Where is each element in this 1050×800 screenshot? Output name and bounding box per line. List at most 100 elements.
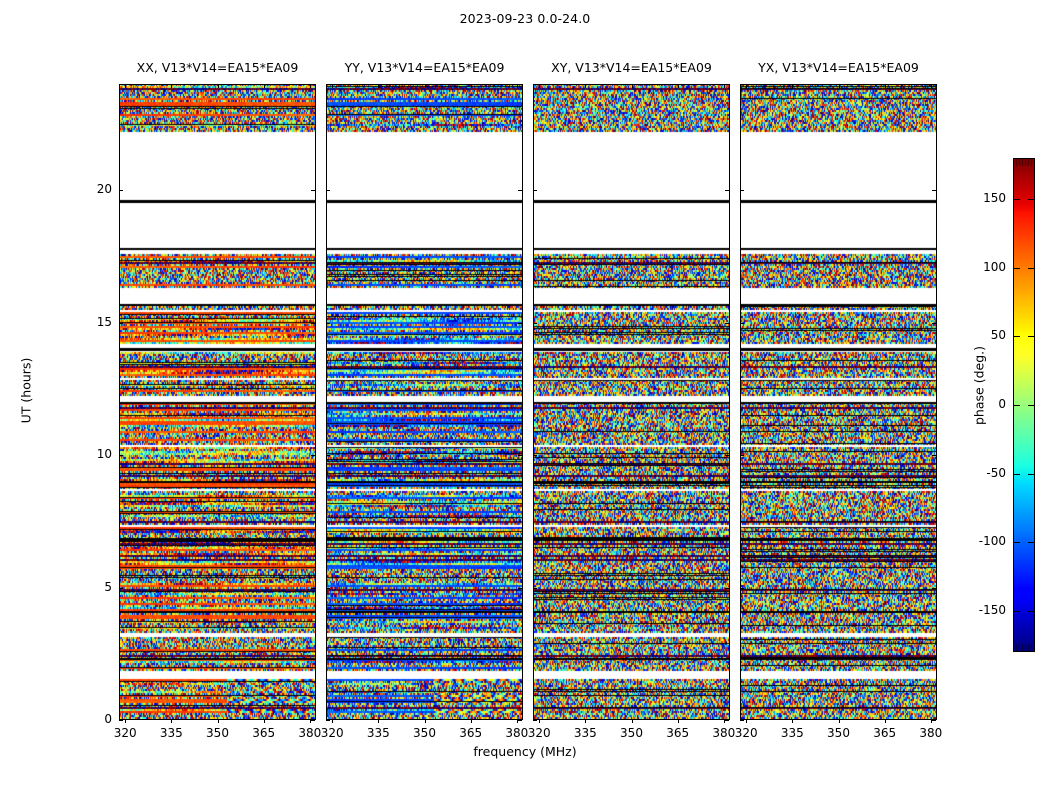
colorbar-tick-mark <box>1013 542 1020 544</box>
colorbar-tick-mark <box>1013 405 1020 406</box>
x-tick-mark <box>516 719 518 723</box>
x-tick-label: 380 <box>919 726 943 740</box>
x-tick-mark <box>792 719 794 723</box>
y-tick-mark <box>311 720 315 721</box>
x-tick-label: 380 <box>505 726 529 740</box>
x-tick-mark <box>217 719 219 723</box>
x-tick-label: 380 <box>712 726 736 740</box>
colorbar-tick-label: -150 <box>978 602 1006 617</box>
panel-yy[interactable] <box>326 84 523 720</box>
y-tick-mark <box>518 720 522 721</box>
x-tick-mark <box>171 84 173 88</box>
x-tick-mark <box>884 719 886 723</box>
x-tick-label: 365 <box>873 726 897 740</box>
x-tick-mark <box>125 84 127 88</box>
y-tick-mark <box>326 190 330 191</box>
panel-xy[interactable] <box>533 84 730 720</box>
y-axis-label: UT (hours) <box>18 357 34 424</box>
y-tick-mark <box>311 190 315 191</box>
x-tick-mark <box>792 84 794 88</box>
colorbar-tick-label: 100 <box>983 259 1006 274</box>
x-tick-mark <box>746 719 748 723</box>
x-tick-label: 320 <box>113 726 137 740</box>
x-tick-label: 365 <box>666 726 690 740</box>
y-tick-mark <box>311 322 315 324</box>
y-tick-mark <box>740 322 744 324</box>
x-tick-mark <box>424 84 426 88</box>
panel-title-yy: YY, V13*V14=EA15*EA09 <box>344 60 505 75</box>
x-tick-label: 350 <box>620 726 643 740</box>
x-tick-label: 335 <box>159 726 183 740</box>
x-tick-mark <box>539 84 541 88</box>
x-tick-label: 350 <box>206 726 229 740</box>
y-tick-mark <box>119 587 123 589</box>
y-tick-label: 0 <box>104 712 112 726</box>
x-tick-mark <box>378 719 380 723</box>
colorbar-tick-label: 0 <box>998 397 1006 411</box>
x-tick-mark <box>930 719 932 723</box>
x-tick-mark <box>217 84 219 88</box>
y-tick-mark <box>932 322 936 324</box>
y-tick-mark <box>311 587 315 589</box>
x-tick-label: 365 <box>459 726 483 740</box>
colorbar-tick-mark <box>1013 199 1020 201</box>
panel-yx[interactable] <box>740 84 937 720</box>
y-tick-mark <box>119 455 123 456</box>
panel-title-xy: XY, V13*V14=EA15*EA09 <box>551 60 712 75</box>
x-tick-mark <box>171 719 173 723</box>
colorbar-tick-label: 50 <box>990 328 1006 343</box>
x-tick-mark <box>746 84 748 88</box>
x-tick-label: 320 <box>734 726 758 740</box>
y-tick-mark <box>533 190 537 191</box>
y-tick-mark <box>725 190 729 191</box>
y-tick-mark <box>326 587 330 589</box>
colorbar-tick-mark <box>1028 405 1035 406</box>
y-tick-mark <box>311 455 315 456</box>
y-tick-mark <box>518 190 522 191</box>
x-tick-mark <box>930 84 932 88</box>
colorbar-tick-label: 150 <box>983 191 1006 206</box>
colorbar-tick-mark <box>1013 473 1020 475</box>
x-tick-mark <box>378 84 380 88</box>
y-tick-mark <box>740 455 744 456</box>
colorbar-tick-mark <box>1028 267 1035 269</box>
y-tick-mark <box>518 455 522 456</box>
y-tick-label: 5 <box>104 579 112 594</box>
colorbar-tick-mark <box>1028 473 1035 475</box>
x-tick-mark <box>332 84 334 88</box>
x-tick-label: 335 <box>366 726 390 740</box>
x-tick-mark <box>309 84 311 88</box>
panel-title-xx: XX, V13*V14=EA15*EA09 <box>136 60 299 75</box>
x-tick-mark <box>263 719 265 723</box>
colorbar-tick-label: -100 <box>978 534 1006 549</box>
colorbar-label: phase (deg.) <box>971 346 987 425</box>
x-tick-label: 335 <box>780 726 804 740</box>
x-tick-mark <box>332 719 334 723</box>
x-tick-mark <box>516 84 518 88</box>
x-tick-mark <box>585 84 587 88</box>
x-tick-label: 335 <box>573 726 597 740</box>
x-tick-mark <box>470 84 472 88</box>
panel-xx[interactable] <box>119 84 316 720</box>
colorbar-tick-label: -50 <box>986 465 1006 480</box>
panel-title-yx: YX, V13*V14=EA15*EA09 <box>758 60 919 75</box>
x-tick-label: 320 <box>320 726 344 740</box>
colorbar-tick-mark <box>1028 542 1035 544</box>
y-tick-mark <box>740 720 744 721</box>
y-tick-mark <box>725 322 729 324</box>
y-tick-mark <box>326 455 330 456</box>
colorbar-tick-mark <box>1013 336 1020 338</box>
y-tick-mark <box>326 720 330 721</box>
x-tick-mark <box>723 84 725 88</box>
y-tick-mark <box>533 720 537 721</box>
x-tick-mark <box>884 84 886 88</box>
x-tick-label: 365 <box>252 726 276 740</box>
y-tick-mark <box>932 455 936 456</box>
x-axis-label: frequency (MHz) <box>473 744 577 759</box>
y-tick-mark <box>518 587 522 589</box>
y-tick-mark <box>119 720 123 721</box>
x-tick-mark <box>585 719 587 723</box>
x-tick-mark <box>539 719 541 723</box>
y-tick-label: 15 <box>96 314 112 329</box>
